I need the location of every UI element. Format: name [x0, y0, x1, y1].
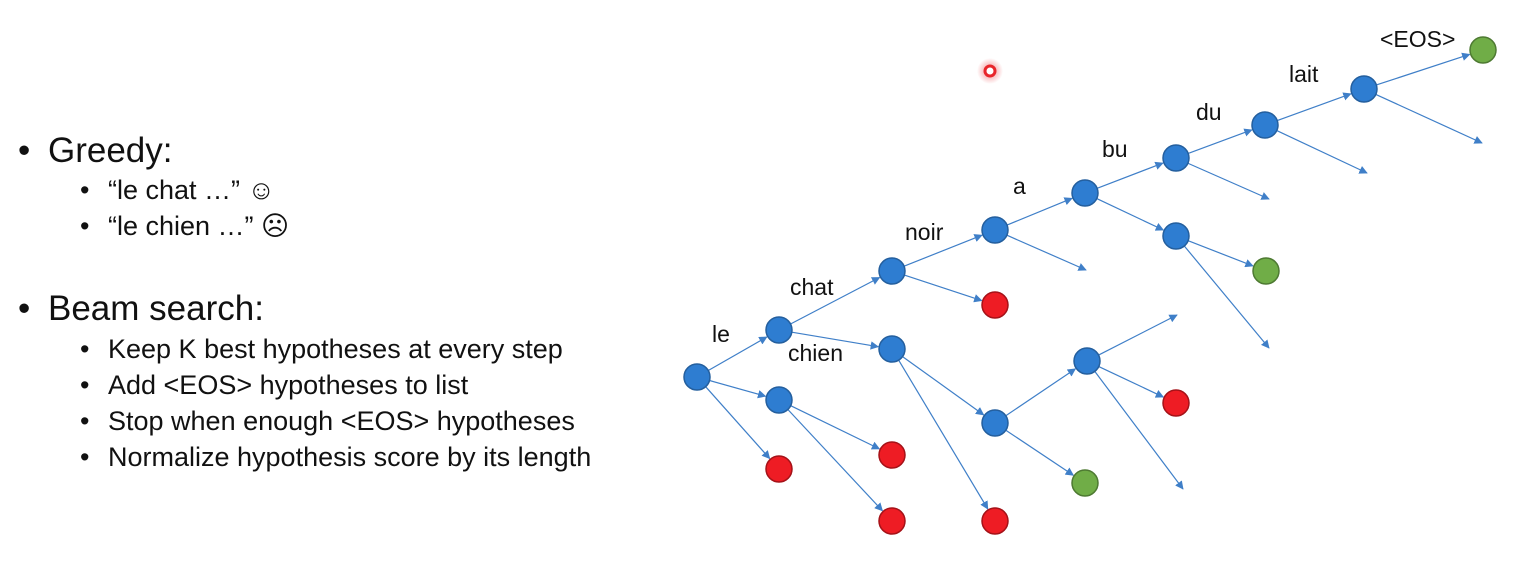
- tree-edge-arrow: [904, 274, 983, 303]
- greedy-item-le-chien: • “le chien …” ☹: [80, 211, 290, 241]
- tree-edge-arrow: [898, 359, 989, 510]
- tree-node-active-chien: [878, 335, 906, 363]
- tree-edge-arrow: [1006, 197, 1073, 226]
- beam-item-normalize: • Normalize hypothesis score by its lengt…: [80, 442, 592, 472]
- word-label-bu: bu: [1102, 136, 1128, 162]
- tree-edge-arrow: [1098, 366, 1165, 398]
- tree-node-active-bu: [1162, 144, 1190, 172]
- tree-node-active-lait: [1350, 75, 1378, 103]
- tree-edge-arrow: [791, 331, 880, 350]
- tree-edge-arrow: [707, 336, 768, 372]
- word-label-lait: lait: [1289, 61, 1319, 87]
- tree-edge-arrow: [1098, 314, 1178, 356]
- word-label-le: le: [712, 321, 730, 347]
- word-label-eos: <EOS>: [1380, 26, 1455, 52]
- tree-node-active-c3: [1073, 347, 1101, 375]
- word-label-chat: chat: [790, 274, 834, 300]
- word-label-du: du: [1196, 99, 1222, 125]
- tree-edge-arrow: [1187, 162, 1270, 200]
- beam-search-heading: • Beam search:: [18, 289, 264, 328]
- bullet-dot: •: [80, 406, 90, 436]
- word-label-a: a: [1013, 173, 1026, 199]
- tree-edge-arrow: [709, 379, 767, 399]
- tree-edge-arrow: [1005, 368, 1077, 417]
- tree-node-finished-g1: [1071, 469, 1099, 497]
- bullet-dot: •: [18, 131, 31, 170]
- tree-node-active-a: [1071, 179, 1099, 207]
- tree-node-active-du: [1251, 111, 1279, 139]
- tree-nodes: [683, 36, 1497, 535]
- tree-edge-arrow: [705, 386, 771, 460]
- beam-item-stop: • Stop when enough <EOS> hypotheses: [80, 406, 575, 436]
- bullet-dot: •: [80, 370, 90, 400]
- tree-node-pruned-r4: [981, 291, 1009, 319]
- tree-edge-arrow: [1096, 161, 1164, 189]
- tree-edge-arrow: [1183, 245, 1270, 349]
- tree-node-active-a2: [1162, 222, 1190, 250]
- tree-node-pruned-r1: [765, 455, 793, 483]
- bullet-dot: •: [80, 175, 90, 205]
- tree-edge-arrow: [790, 405, 881, 450]
- tree-edge-arrow: [790, 276, 881, 325]
- tree-node-finished-g2: [1252, 257, 1280, 285]
- tree-node-active-noir: [981, 216, 1009, 244]
- word-label-noir: noir: [905, 219, 944, 245]
- tree-edge-arrow: [1096, 198, 1165, 231]
- bullet-dot: •: [80, 211, 90, 241]
- laser-pointer-icon: [977, 58, 1003, 84]
- tree-edge-arrow: [1276, 129, 1368, 174]
- bullet-list: • Greedy: • “le chat …” ☺ • “le chien …” ☹ …: [0, 0, 690, 563]
- tree-edge-arrow: [1375, 93, 1483, 144]
- greedy-item-le-chat: • “le chat …” ☺: [80, 175, 276, 205]
- bullet-dot: •: [18, 289, 31, 328]
- tree-edge-arrow: [1094, 371, 1184, 490]
- tree-edges: [705, 52, 1483, 512]
- word-label-chien: chien: [788, 340, 843, 366]
- greedy-heading: • Greedy:: [18, 131, 173, 170]
- beam-item-add-eos: • Add <EOS> hypotheses to list: [80, 370, 469, 400]
- beam-item-keep-k: • Keep K best hypotheses at every step: [80, 334, 563, 364]
- tree-node-finished-eos: [1469, 36, 1497, 64]
- tree-edge-arrow: [1187, 128, 1253, 155]
- tree-edge-arrow: [902, 356, 985, 416]
- tree-edge-arrow: [1376, 52, 1471, 86]
- tree-node-active-le: [765, 316, 793, 344]
- tree-edge-arrow: [903, 234, 983, 267]
- tree-edge-arrow: [787, 409, 884, 512]
- tree-node-pruned-r2: [878, 441, 906, 469]
- tree-node-active-chat: [878, 257, 906, 285]
- tree-edge-arrow: [1277, 92, 1352, 122]
- tree-edge-arrow: [1187, 240, 1254, 268]
- tree-node-pruned-r5: [981, 507, 1009, 535]
- tree-node-pruned-r3: [878, 507, 906, 535]
- tree-word-labels: le chat chien noir a bu du lait <EOS>: [712, 26, 1455, 366]
- tree-node-active-c2: [981, 409, 1009, 437]
- bullet-dot: •: [80, 442, 90, 472]
- bullet-dot: •: [80, 334, 90, 364]
- tree-node-active-root: [683, 363, 711, 391]
- tree-edge-arrow: [1006, 234, 1087, 271]
- tree-node-pruned-r6: [1162, 389, 1190, 417]
- tree-node-active-le2: [765, 386, 793, 414]
- tree-edge-arrow: [1005, 429, 1075, 476]
